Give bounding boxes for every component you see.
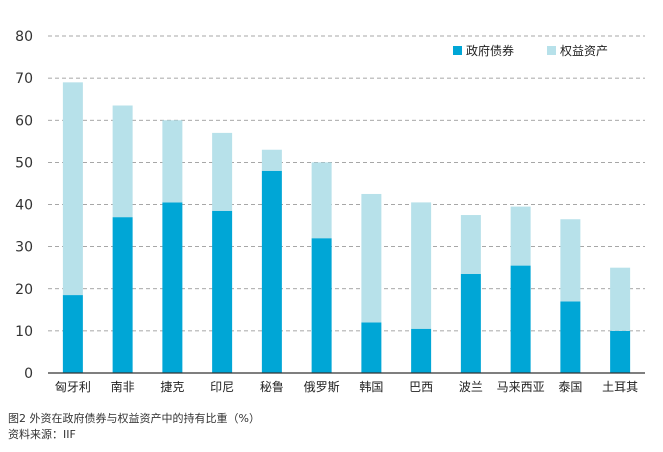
bar-segment-government-bonds [162,202,183,373]
stacked-bar-chart: 0 10 20 30 40 50 60 70 80 匈牙利 南非 捷克 印尼 秘鲁 俄罗斯 韩国 巴西 波兰 马来… [15,29,645,394]
legend-swatch-equity-assets [547,46,556,55]
bar-segment-government-bonds [460,274,481,373]
legend: 政府债券 权益资产 [453,43,608,58]
bar-segment-government-bonds [112,217,133,373]
x-tick-label: 巴西 [409,380,433,394]
bar-segment-equity-assets [510,206,531,266]
legend-label-equity-assets: 权益资产 [560,44,608,58]
x-tick-label: 泰国 [558,380,582,394]
bar-segment-equity-assets [162,120,183,203]
y-tick-label: 30 [15,240,33,256]
x-tick-label: 土耳其 [602,380,638,394]
x-axis-ticks: 匈牙利 南非 捷克 印尼 秘鲁 俄罗斯 韩国 巴西 波兰 马来西亚 泰国 土耳其 [55,379,638,394]
bar-segment-equity-assets [361,193,382,323]
gridlines [48,35,645,332]
y-tick-label: 70 [15,71,33,87]
bar-segment-government-bonds [560,301,581,373]
bar-segment-government-bonds [361,322,382,373]
x-tick-label: 波兰 [459,380,483,394]
bar-segment-equity-assets [610,267,631,331]
x-tick-label: 匈牙利 [55,380,91,394]
bars [62,82,631,373]
figure-caption: 图2 外资在政府债券与权益资产中的持有比重（%） [8,412,260,425]
bar-segment-equity-assets [112,105,133,218]
bar-segment-equity-assets [261,149,282,171]
y-tick-label: 0 [24,366,33,382]
x-tick-label: 南非 [111,379,135,394]
bar-segment-equity-assets [560,219,581,302]
y-tick-label: 60 [15,113,33,129]
bar-segment-government-bonds [610,330,631,373]
y-tick-label: 50 [15,155,33,171]
y-tick-label: 40 [15,198,33,214]
bar-segment-equity-assets [62,82,83,296]
x-tick-label: 俄罗斯 [304,380,340,394]
legend-swatch-government-bonds [453,46,462,55]
y-tick-label: 10 [15,324,33,340]
bar-segment-government-bonds [261,170,282,373]
bar-segment-government-bonds [62,295,83,373]
legend-label-government-bonds: 政府债券 [466,43,514,58]
bar-segment-government-bonds [510,265,531,373]
y-tick-label: 80 [15,29,33,45]
bar-segment-equity-assets [411,202,432,329]
bar-segment-equity-assets [460,215,481,275]
bar-segment-government-bonds [411,328,432,373]
y-tick-label: 20 [15,282,33,298]
bar-segment-government-bonds [311,238,332,373]
source-note: 资料来源：IIF [8,428,76,441]
x-tick-label: 韩国 [359,379,383,394]
x-tick-label: 印尼 [210,380,234,394]
bar-segment-government-bonds [212,210,233,373]
x-tick-label: 马来西亚 [497,380,545,394]
x-tick-label: 秘鲁 [260,380,284,394]
y-axis-ticks: 0 10 20 30 40 50 60 70 80 [15,29,33,382]
x-tick-label: 捷克 [160,380,184,394]
bar-segment-equity-assets [212,132,233,211]
bar-segment-equity-assets [311,162,332,239]
